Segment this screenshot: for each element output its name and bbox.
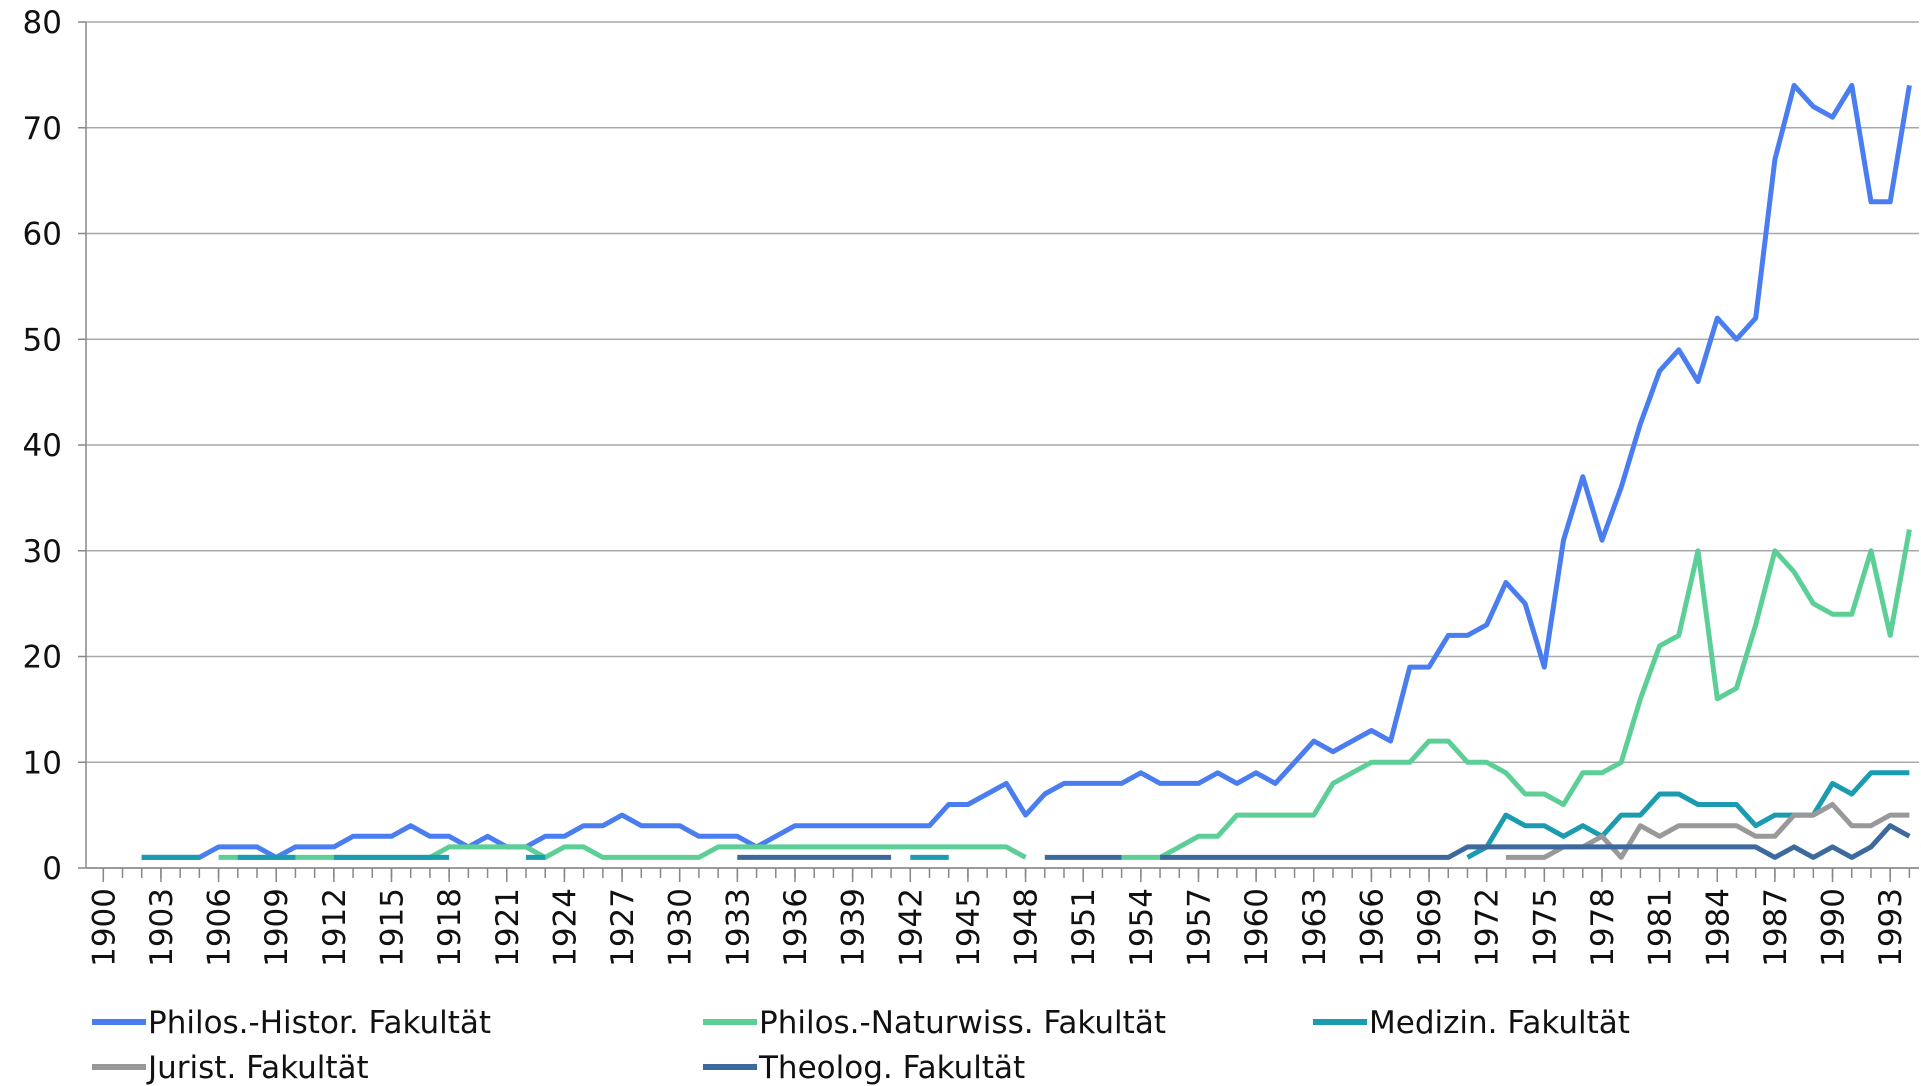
x-tick-label: 1930	[663, 888, 699, 967]
x-tick-label: 1951	[1066, 888, 1102, 967]
x-tick-label: 1954	[1124, 888, 1160, 967]
x-tick-label: 1942	[893, 888, 929, 967]
y-tick-label: 80	[23, 5, 62, 41]
series-line	[218, 529, 1912, 860]
y-tick-label: 30	[23, 534, 62, 570]
x-tick-label: 1972	[1470, 888, 1506, 967]
x-tick-label: 1978	[1585, 888, 1621, 967]
x-tick-label: 1900	[86, 888, 122, 967]
y-tick-label: 70	[23, 111, 62, 147]
x-tick-label: 1957	[1181, 888, 1217, 967]
x-tick-label: 1924	[547, 888, 583, 967]
x-tick-label: 1969	[1412, 888, 1448, 967]
x-tick-label: 1966	[1354, 888, 1390, 967]
y-tick-label: 60	[23, 217, 62, 253]
x-tick-label: 1993	[1873, 888, 1909, 967]
x-tick-label: 1921	[490, 888, 526, 967]
x-tick-label: 1936	[778, 888, 814, 967]
x-tick-label: 1912	[317, 888, 353, 967]
x-tick-label: 1918	[432, 888, 468, 967]
x-tick-label: 1987	[1758, 888, 1794, 967]
x-tick-label: 1960	[1239, 888, 1275, 967]
y-tick-label: 0	[42, 851, 62, 887]
legend-label: Jurist. Fakultät	[146, 1050, 369, 1086]
legend-label: Theolog. Fakultät	[758, 1050, 1025, 1086]
series-line	[141, 770, 1910, 860]
legend-label: Philos.-Histor. Fakultät	[148, 1005, 491, 1041]
x-tick-label: 1981	[1643, 888, 1679, 967]
y-tick-label: 20	[23, 640, 62, 676]
series-line	[1505, 802, 1910, 860]
x-tick-label: 1903	[144, 888, 180, 967]
x-tick-label: 1990	[1816, 888, 1852, 967]
series-line	[737, 823, 1911, 860]
x-tick-label: 1939	[836, 888, 872, 967]
x-tick-label: 1909	[259, 888, 295, 967]
x-tick-label: 1948	[1009, 888, 1045, 967]
x-tick-label: 1927	[605, 888, 641, 967]
x-tick-label: 1915	[375, 888, 411, 967]
series-line	[141, 82, 1912, 860]
x-tick-label: 1984	[1700, 888, 1736, 967]
y-tick-label: 50	[23, 322, 62, 358]
x-tick-label: 1933	[720, 888, 756, 967]
y-tick-label: 10	[23, 745, 62, 781]
x-tick-label: 1906	[202, 888, 238, 967]
legend-label: Medizin. Fakultät	[1369, 1005, 1630, 1041]
y-tick-label: 40	[23, 428, 62, 464]
legend-label: Philos.-Naturwiss. Fakultät	[759, 1005, 1166, 1041]
x-tick-label: 1963	[1297, 888, 1333, 967]
x-tick-label: 1945	[951, 888, 987, 967]
x-tick-label: 1975	[1527, 888, 1563, 967]
